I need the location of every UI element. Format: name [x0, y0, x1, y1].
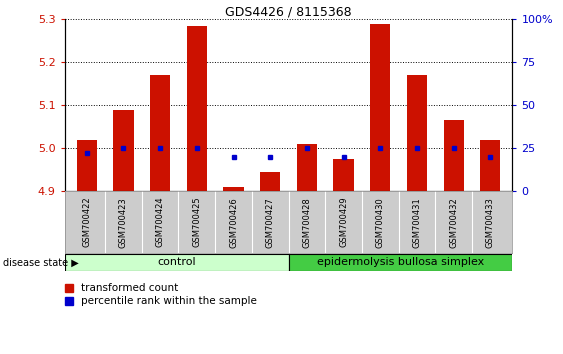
Title: GDS4426 / 8115368: GDS4426 / 8115368 — [225, 5, 352, 18]
Bar — [480, 140, 501, 191]
Text: GSM700432: GSM700432 — [449, 197, 458, 247]
Text: GSM700427: GSM700427 — [266, 197, 275, 247]
Text: GSM700433: GSM700433 — [486, 197, 495, 247]
Text: GSM700431: GSM700431 — [413, 197, 422, 247]
Bar — [407, 75, 427, 191]
Bar — [370, 24, 390, 191]
Bar — [444, 120, 464, 191]
Text: GSM700428: GSM700428 — [302, 197, 311, 247]
Bar — [187, 26, 207, 191]
Bar — [289, 254, 512, 271]
Text: GSM700422: GSM700422 — [82, 197, 91, 247]
Text: control: control — [157, 257, 196, 267]
Bar — [65, 254, 289, 271]
Bar — [260, 172, 280, 191]
Text: GSM700429: GSM700429 — [339, 197, 348, 247]
Legend: transformed count, percentile rank within the sample: transformed count, percentile rank withi… — [65, 283, 257, 306]
Bar — [150, 75, 170, 191]
Text: GSM700430: GSM700430 — [376, 197, 385, 247]
Text: GSM700425: GSM700425 — [193, 197, 202, 247]
Bar — [77, 140, 97, 191]
Bar — [297, 144, 317, 191]
Text: GSM700423: GSM700423 — [119, 197, 128, 247]
Bar — [113, 110, 133, 191]
Bar — [333, 159, 354, 191]
Text: GSM700426: GSM700426 — [229, 197, 238, 247]
Text: epidermolysis bullosa simplex: epidermolysis bullosa simplex — [317, 257, 484, 267]
Bar — [224, 187, 244, 191]
Text: GSM700424: GSM700424 — [155, 197, 164, 247]
Text: disease state ▶: disease state ▶ — [3, 257, 79, 267]
